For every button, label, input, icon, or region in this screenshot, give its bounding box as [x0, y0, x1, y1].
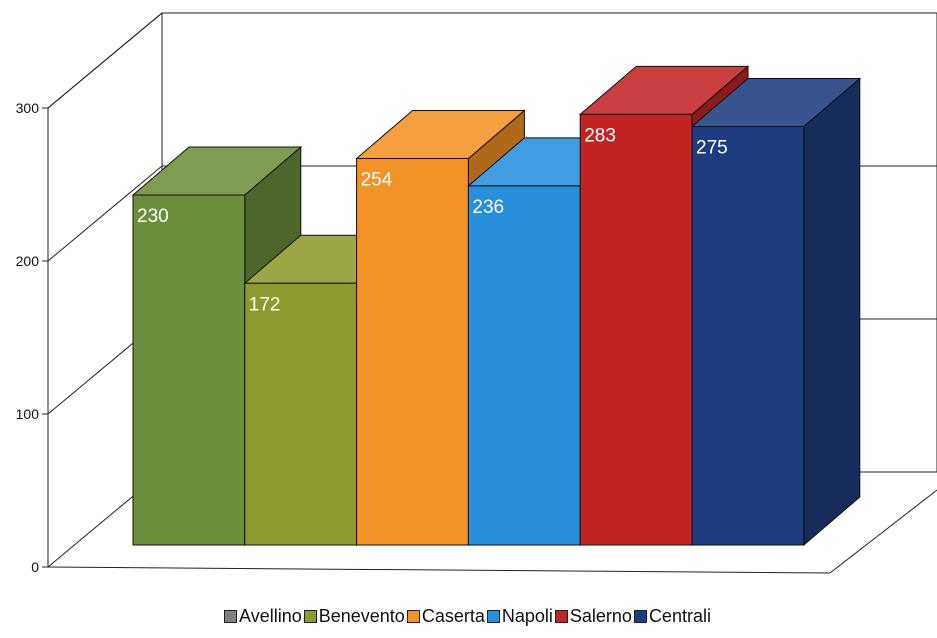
legend-item-centrali: Centrali: [633, 606, 711, 627]
y-tick-label: 300: [16, 100, 40, 116]
legend-swatch: [303, 610, 317, 623]
chart-legend: Avellino Benevento Caserta Napoli Salern…: [0, 606, 937, 627]
data-label-0: 230: [137, 206, 169, 227]
bar-5: [691, 126, 805, 546]
bar-3: [467, 185, 581, 546]
y-tick-label: 0: [31, 559, 39, 575]
bar-0: [132, 194, 246, 546]
bar-side-5: [803, 77, 861, 547]
legend-swatch: [554, 610, 568, 623]
data-label-4: 283: [584, 125, 616, 146]
data-label-1: 172: [249, 294, 281, 315]
bar-4: [579, 113, 693, 546]
bar-2: [356, 157, 469, 546]
gridline-side: [47, 12, 163, 109]
floor-right-edge: [829, 489, 937, 574]
legend-label: Benevento: [318, 606, 405, 626]
data-label-5: 275: [696, 138, 728, 159]
legend-item-napoli: Napoli: [486, 606, 553, 627]
bar-1: [244, 282, 358, 546]
legend-label: Caserta: [421, 606, 485, 626]
legend-swatch: [486, 610, 500, 623]
legend-swatch: [224, 610, 238, 623]
y-tick-label: 200: [16, 253, 40, 269]
data-label-2: 254: [361, 169, 393, 190]
floor-front-edge: [47, 566, 831, 574]
legend-label: Centrali: [648, 606, 711, 626]
legend-item-salerno: Salerno: [554, 606, 632, 627]
legend-label: Avellino: [239, 606, 302, 626]
gridline-side: [47, 165, 163, 262]
y-tick-label: 100: [16, 406, 40, 422]
legend-swatch: [633, 610, 647, 623]
legend-item-benevento: Benevento: [303, 606, 405, 627]
data-label-3: 236: [472, 197, 504, 218]
legend-swatch: [406, 610, 420, 623]
legend-label: Salerno: [569, 606, 632, 626]
legend-item-caserta: Caserta: [406, 606, 485, 627]
legend-label: Napoli: [501, 606, 553, 626]
legend-item-avellino: Avellino: [224, 606, 302, 627]
